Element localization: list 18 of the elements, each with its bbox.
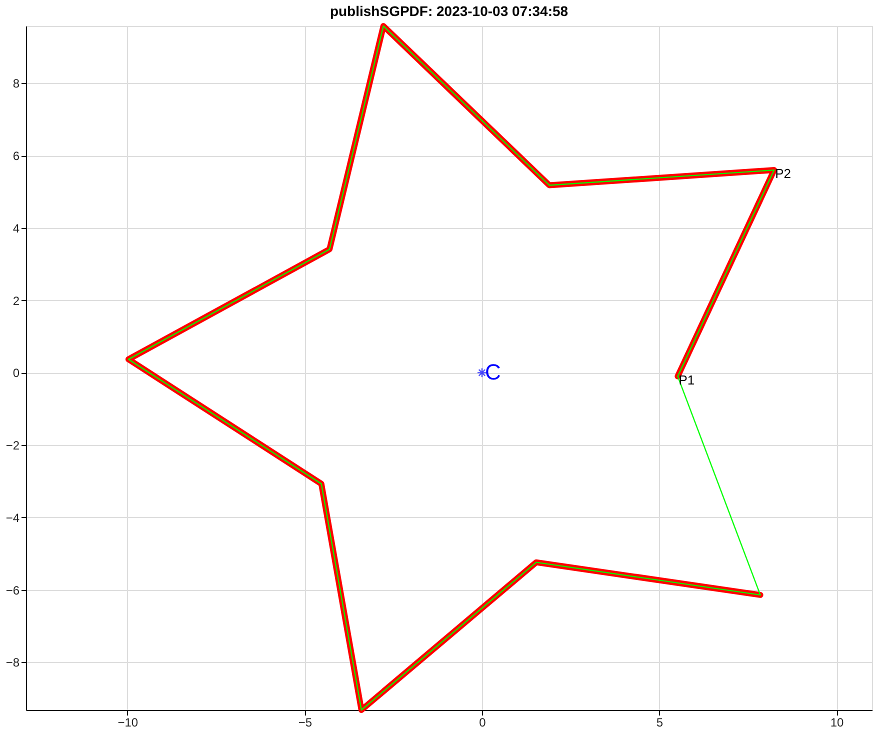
y-tick-label: −4 — [6, 510, 20, 525]
y-tick-label: 8 — [12, 76, 20, 91]
y-tick-label: −2 — [6, 438, 20, 453]
annotation: P1 — [678, 372, 695, 388]
y-tick-label: −6 — [6, 583, 20, 598]
y-tick-label: 2 — [12, 294, 20, 308]
x-tick-label: −10 — [118, 716, 138, 730]
x-tick-label: 10 — [830, 716, 844, 730]
x-tick-label: −5 — [298, 716, 312, 730]
annotation: P2 — [775, 166, 792, 182]
x-tick-label: 0 — [479, 716, 486, 730]
y-tick-label: −8 — [6, 656, 20, 670]
y-tick-label: 4 — [12, 221, 20, 236]
y-tick-label: 6 — [12, 149, 20, 164]
x-tick-label: 5 — [656, 716, 664, 730]
chart-title: publishSGPDF: 2023-10-03 07:34:58 — [330, 3, 568, 19]
y-tick-label: 0 — [12, 366, 20, 380]
series-label: C — [484, 360, 501, 385]
